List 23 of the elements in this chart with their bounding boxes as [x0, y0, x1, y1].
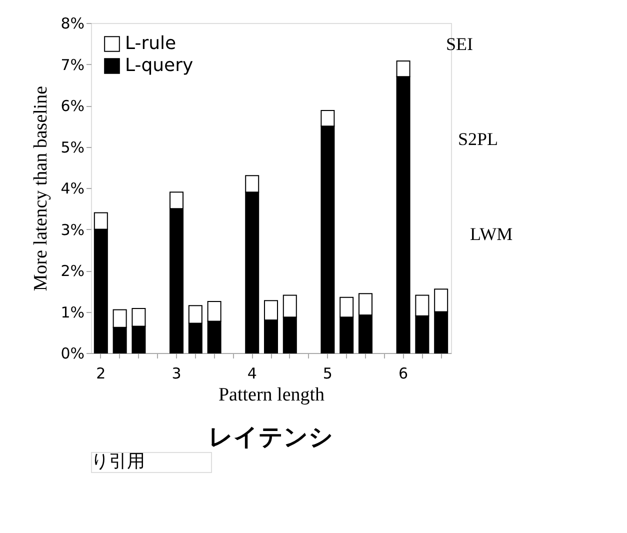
y-tick-label: 4%	[60, 180, 84, 198]
y-tick-label: 7%	[60, 56, 84, 74]
y-tick-label: 1%	[60, 303, 84, 322]
text: S2PL	[458, 129, 498, 149]
x-axis-title: Pattern length	[218, 384, 326, 406]
x-tick-label: 6	[398, 364, 408, 382]
legend-label: L-rule	[125, 33, 176, 54]
x-tick-label: 3	[172, 364, 182, 382]
text: レイテンシ	[208, 423, 334, 451]
y-tick-label: 6%	[60, 97, 84, 115]
x-tick-label: 4	[247, 364, 257, 382]
annotation: SEI	[446, 34, 474, 54]
y-tick-label: 2%	[60, 262, 84, 280]
text: り引用	[91, 451, 145, 472]
legend-label: L-query	[125, 55, 194, 76]
text: LWM	[470, 224, 513, 244]
y-tick-label: 5%	[60, 138, 84, 156]
y-tick-label: 8%	[60, 14, 84, 32]
y-axis-title: More latency than baseline	[30, 86, 52, 292]
x-tick-label: 5	[322, 364, 332, 382]
x-tick-label: 2	[96, 364, 106, 382]
y-tick-label: 3%	[60, 220, 84, 239]
y-tick-label: 0%	[60, 344, 84, 362]
